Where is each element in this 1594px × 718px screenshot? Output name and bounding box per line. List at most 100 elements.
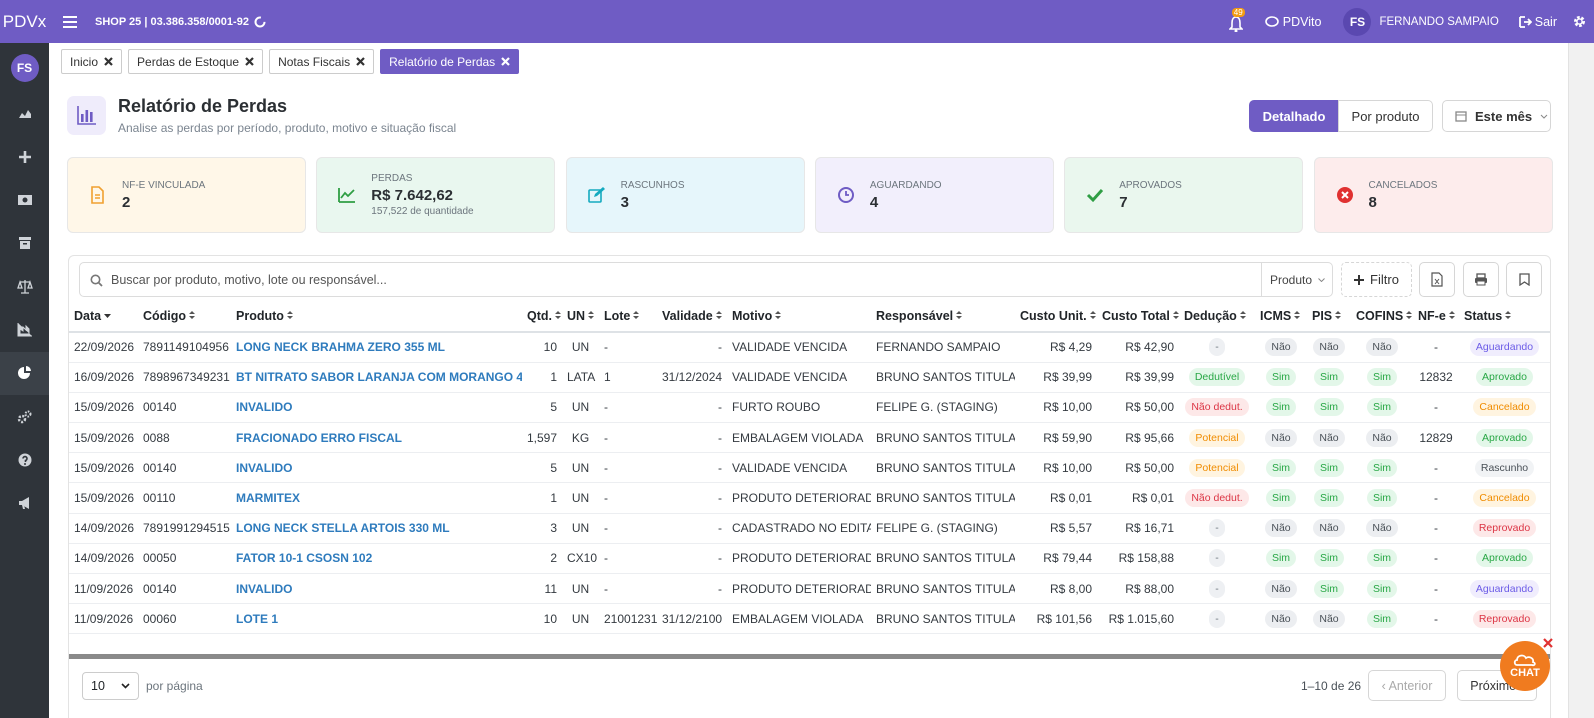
logout[interactable]: Sair (1534, 14, 1557, 29)
sidebar-item[interactable] (0, 438, 49, 481)
column-header[interactable]: Qtd. (522, 300, 562, 333)
card-note: 157,522 de quantidade (371, 206, 474, 217)
sidebar: FS (0, 43, 49, 718)
pdvito-link[interactable]: PDVito (1282, 14, 1322, 29)
product-link[interactable]: LONG NECK BRAHMA ZERO 355 ML (236, 340, 445, 355)
table-cell: - (1413, 332, 1459, 363)
print-button[interactable] (1463, 262, 1499, 297)
column-header[interactable]: Código (138, 300, 231, 333)
tab[interactable]: Relatório de Perdas (380, 49, 520, 74)
refresh-icon[interactable] (254, 16, 266, 28)
column-header[interactable]: Status (1459, 300, 1550, 333)
chat-close[interactable] (1543, 638, 1553, 648)
card-label: APROVADOS (1119, 179, 1182, 191)
search-box[interactable]: Buscar por produto, motivo, lote ou resp… (79, 262, 1333, 297)
sidebar-avatar[interactable]: FS (10, 53, 39, 82)
badge: Potencial (1189, 428, 1245, 447)
product-link[interactable]: MARMITEX (236, 491, 300, 506)
sidebar-item[interactable] (0, 309, 49, 352)
column-header[interactable]: Produto (231, 300, 522, 333)
table-cell: Sim (1351, 603, 1413, 635)
column-header[interactable]: Custo Total (1097, 300, 1179, 333)
sidebar-item[interactable] (0, 135, 49, 178)
sidebar-item[interactable] (0, 351, 49, 395)
view-by-product[interactable]: Por produto (1338, 100, 1433, 132)
view-detailed[interactable]: Detalhado (1249, 100, 1339, 132)
column-header[interactable]: NF-e (1413, 300, 1459, 333)
column-header[interactable]: Custo Unit. (1015, 300, 1097, 333)
tab[interactable]: Inicio (61, 49, 123, 74)
table-cell: 31/12/2024 (657, 362, 727, 393)
shop[interactable]: SHOP 25 | 03.386.358/0001-92 (95, 15, 249, 28)
table-cell: UN (562, 392, 599, 424)
product-link[interactable]: INVALIDO (236, 581, 293, 596)
menu-toggle[interactable] (63, 15, 77, 28)
table-cell: INVALIDO (231, 392, 522, 424)
product-link[interactable]: LONG NECK STELLA ARTOIS 330 ML (236, 521, 450, 536)
tab[interactable]: Perdas de Estoque (128, 49, 264, 74)
sidebar-item[interactable] (0, 482, 49, 525)
period-select[interactable]: Este mês (1442, 100, 1551, 132)
sidebar-item[interactable] (0, 265, 49, 308)
table-cell: 16/09/2026 (69, 362, 138, 393)
report-icon-box (67, 96, 106, 135)
sidebar-item[interactable] (0, 395, 49, 438)
badge: Não (1366, 338, 1398, 357)
tab[interactable]: Notas Fiscais (269, 49, 375, 74)
user-avatar[interactable]: FS (1343, 7, 1372, 36)
filter-button[interactable]: Filtro (1341, 262, 1412, 297)
sidebar-item[interactable] (0, 222, 49, 265)
bookmark-button[interactable] (1506, 262, 1542, 297)
page-size-select[interactable]: 10 (82, 672, 139, 700)
table-cell: MARMITEX (231, 482, 522, 514)
table-row: 15/09/2026 0088 FRACIONADO ERRO FISCAL 1,59… (69, 422, 1550, 454)
product-link[interactable]: BT NITRATO SABOR LARANJA COM MORANGO 450… (236, 370, 522, 385)
user-name[interactable]: FERNANDO SAMPAIO (1379, 15, 1499, 28)
sort-icon (189, 310, 196, 319)
column-header[interactable]: COFINS (1351, 300, 1413, 333)
column-header[interactable]: Responsável (871, 300, 1015, 333)
tab-close (501, 57, 510, 66)
column-header[interactable]: Lote (599, 300, 657, 333)
column-header[interactable]: Validade (657, 300, 727, 333)
table-cell: R$ 10,00 (1015, 452, 1097, 484)
sidebar-item[interactable] (0, 92, 49, 135)
notifications[interactable]: 49 (1227, 7, 1247, 34)
table-cell: - (1179, 603, 1255, 635)
column-header[interactable]: PIS (1307, 300, 1351, 333)
chat-widget[interactable]: CHAT (1500, 641, 1550, 691)
column-header[interactable]: ICMS (1255, 300, 1307, 333)
column-header[interactable]: Dedução (1179, 300, 1255, 333)
prev-page[interactable]: ‹ Anterior (1368, 670, 1446, 701)
export-excel[interactable] (1419, 262, 1455, 297)
table-cell: Aguardando (1459, 332, 1550, 363)
badge: Não (1313, 519, 1345, 538)
page-scrollbar[interactable] (1568, 43, 1594, 718)
table-cell: 15/09/2026 (69, 392, 138, 424)
sidebar-item[interactable] (0, 179, 49, 222)
product-link[interactable]: INVALIDO (236, 400, 293, 415)
card-label: CANCELADOS (1368, 179, 1438, 191)
column-label: Motivo (732, 308, 773, 323)
table-cell: - (1413, 392, 1459, 424)
table-cell: Não dedut. (1179, 482, 1255, 514)
table-cell: - (657, 452, 727, 484)
product-link[interactable]: LOTE 1 (236, 611, 279, 626)
table-cell: R$ 5,57 (1015, 513, 1097, 544)
card-label: AGUARDANDO (869, 179, 942, 191)
product-link[interactable]: FATOR 10-1 CSOSN 102 (236, 551, 373, 566)
table-cell: - (657, 513, 727, 544)
settings-icon[interactable] (1573, 15, 1586, 28)
caret (121, 683, 130, 689)
table-cell: Sim (1255, 392, 1307, 424)
column-header[interactable]: Data (69, 300, 138, 333)
search-scope[interactable]: Produto (1261, 263, 1333, 296)
horizontal-scrollbar[interactable] (69, 654, 1550, 659)
column-header[interactable]: UN (562, 300, 599, 333)
product-link[interactable]: INVALIDO (236, 460, 293, 475)
column-header[interactable]: Motivo (727, 300, 871, 333)
table-cell: Potencial (1179, 422, 1255, 454)
card-icon (1087, 188, 1104, 203)
product-link[interactable]: FRACIONADO ERRO FISCAL (236, 430, 402, 445)
tab-close (356, 57, 365, 66)
